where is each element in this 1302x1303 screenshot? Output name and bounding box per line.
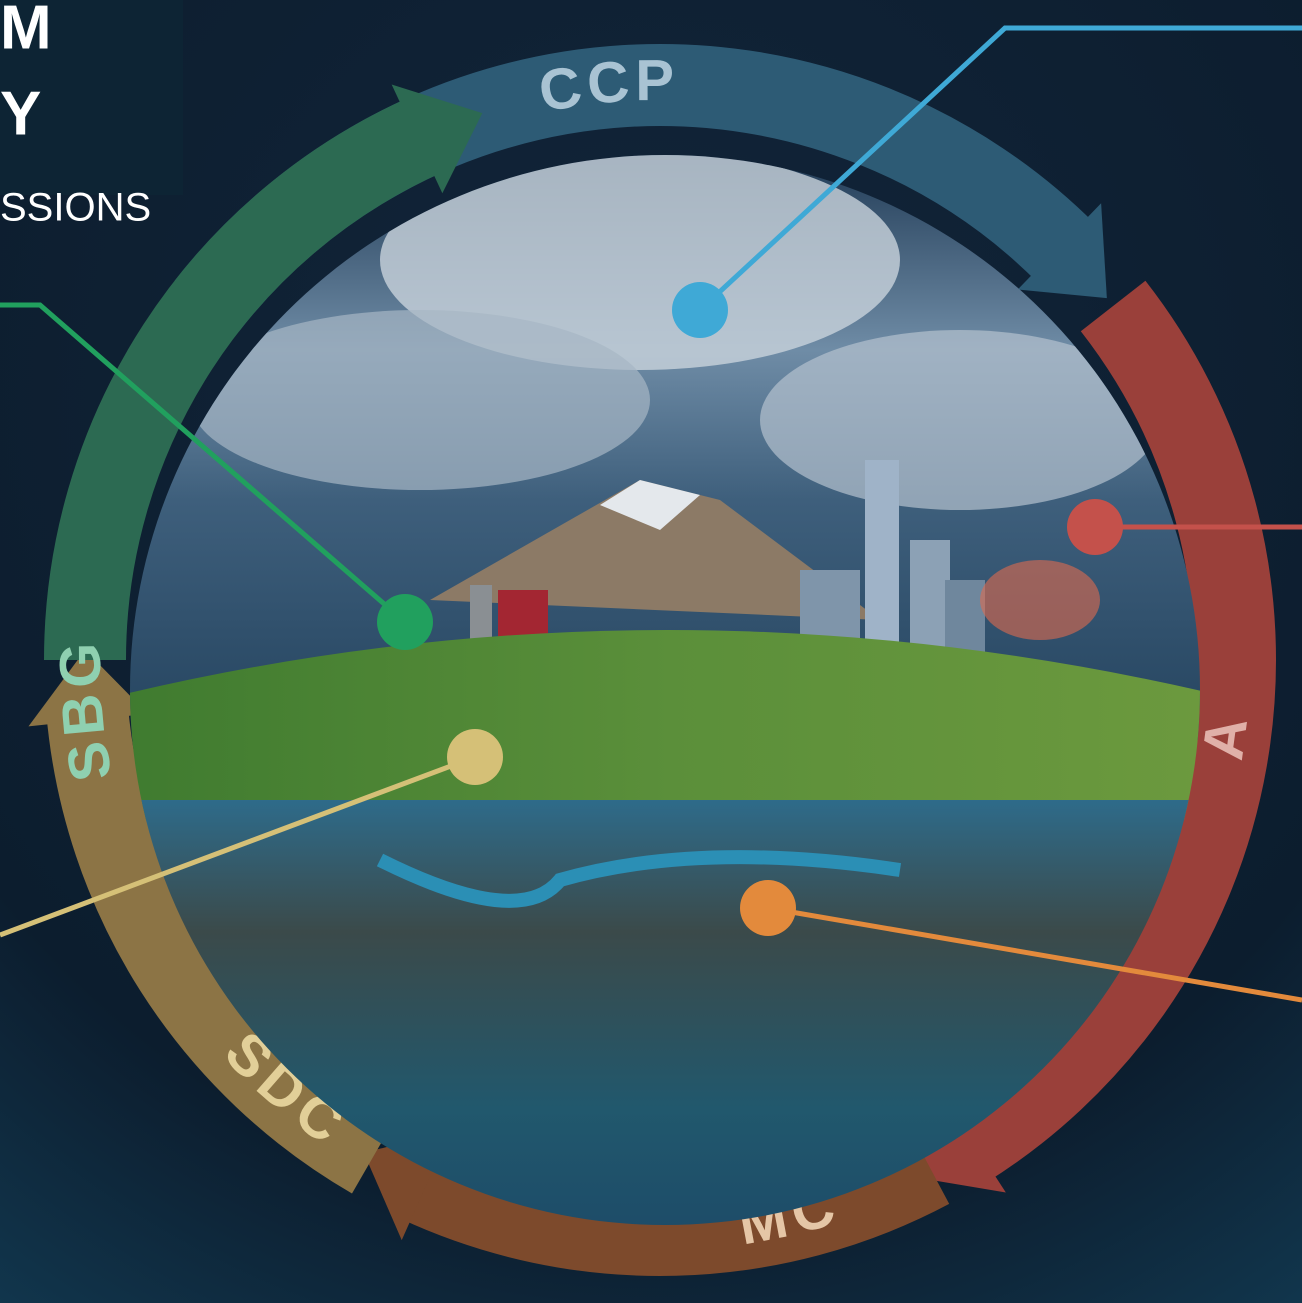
page: CCPAMCSDCSBG M Y SSIONS (() => { const d… [0, 0, 1302, 1303]
callout-dot [1067, 499, 1123, 555]
infographic: CCPAMCSDCSBG M Y SSIONS [0, 0, 1302, 1303]
callout-dot [377, 594, 433, 650]
header-title: Y [0, 79, 41, 148]
ring-label-path: A [1190, 708, 1261, 764]
header-subtitle: SSIONS [0, 186, 151, 230]
barn [498, 590, 548, 640]
ring-label: A [1190, 708, 1261, 764]
callout-dot [672, 282, 728, 338]
callout-dot [447, 729, 503, 785]
fire [980, 560, 1100, 640]
callout-dot [740, 880, 796, 936]
header-title: M [0, 0, 52, 62]
silo [470, 585, 492, 640]
